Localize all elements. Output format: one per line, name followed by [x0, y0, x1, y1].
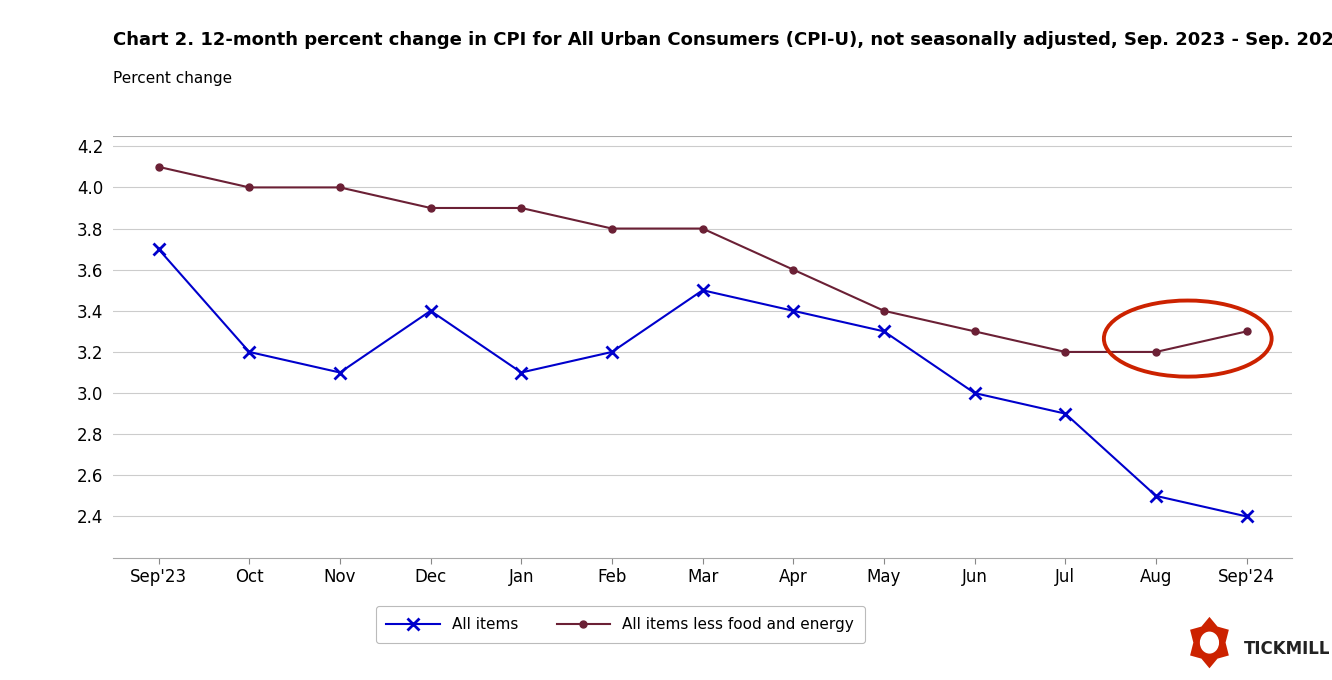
- Text: TICKMILL: TICKMILL: [1244, 641, 1331, 658]
- Polygon shape: [1189, 617, 1229, 668]
- Legend: All items, All items less food and energy: All items, All items less food and energ…: [376, 607, 864, 643]
- Circle shape: [1200, 632, 1219, 653]
- Text: Percent change: Percent change: [113, 71, 232, 86]
- Text: Chart 2. 12-month percent change in CPI for All Urban Consumers (CPI-U), not sea: Chart 2. 12-month percent change in CPI …: [113, 31, 1332, 48]
